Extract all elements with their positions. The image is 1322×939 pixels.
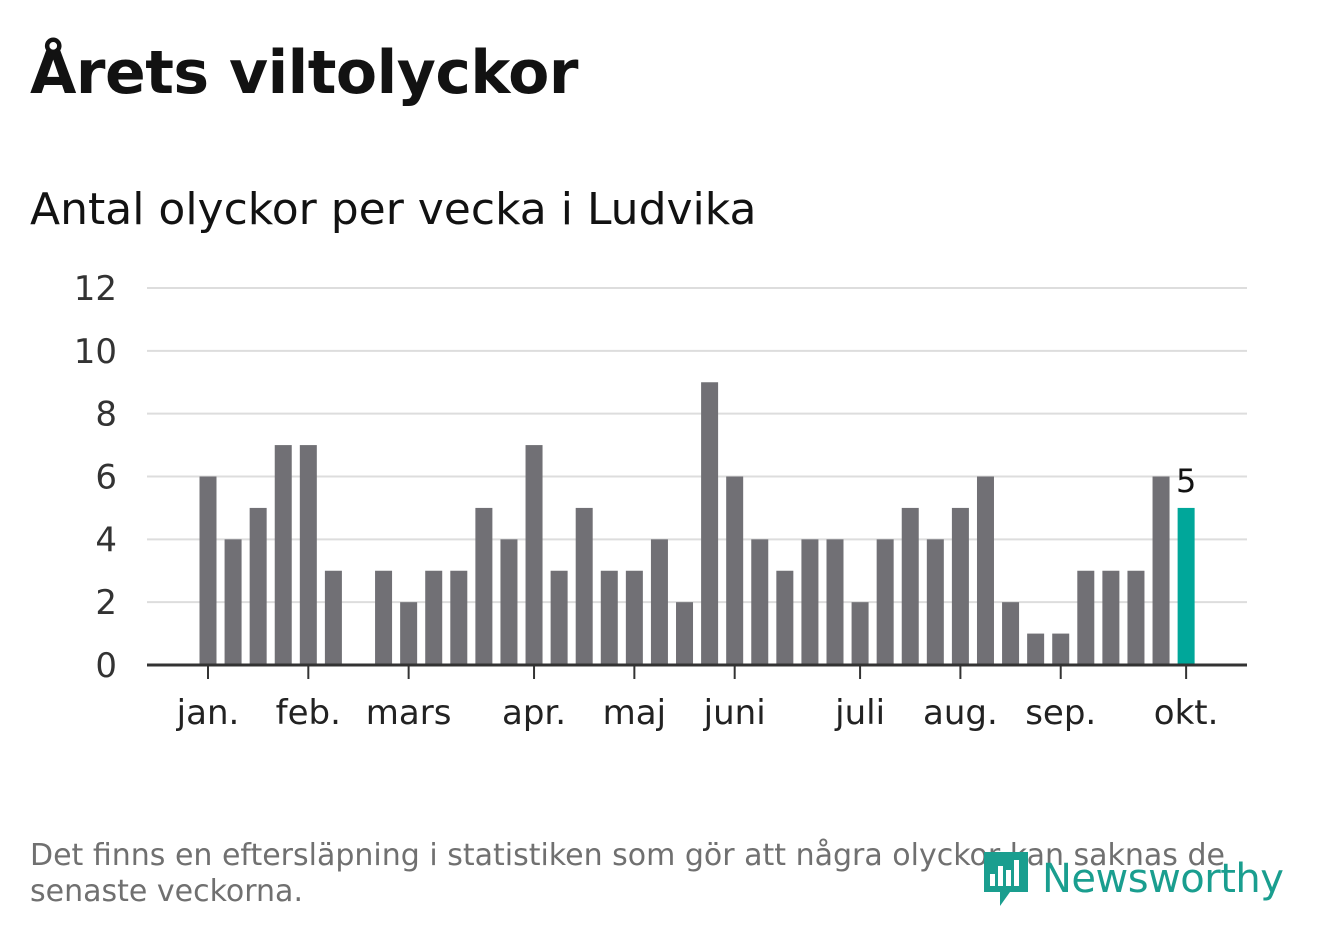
x-tick-label: jan.: [176, 693, 240, 733]
x-tick-label: sep.: [1025, 693, 1096, 733]
bar: [1052, 633, 1070, 665]
x-axis-tick-labels: jan. feb. mars apr. maj juni juli aug. sep. okt.: [176, 665, 1219, 733]
x-tick-label: apr.: [502, 693, 566, 733]
bar: [1127, 570, 1145, 665]
newsworthy-logo[interactable]: Newsworthy: [980, 848, 1284, 910]
x-tick-label: juni: [703, 693, 766, 733]
bar: [450, 570, 468, 665]
bar: [425, 570, 443, 665]
bar: [1027, 633, 1045, 665]
bar: [224, 539, 242, 665]
x-tick-label: maj: [603, 693, 666, 733]
bar: [199, 476, 217, 665]
bar: [726, 476, 744, 665]
y-tick-label: 6: [95, 458, 117, 498]
bar: [475, 507, 493, 665]
bar: [1152, 476, 1170, 665]
x-tick-label: feb.: [276, 693, 341, 733]
bar: [926, 539, 944, 665]
bar-highlight: [1177, 507, 1195, 665]
bar: [550, 570, 568, 665]
bar: [525, 445, 543, 665]
data-labels: 5: [1176, 462, 1196, 500]
bar: [676, 602, 694, 665]
bar: [650, 539, 668, 665]
bar: [625, 570, 643, 665]
bar: [1002, 602, 1020, 665]
y-tick-label: 4: [95, 520, 117, 560]
bar: [600, 570, 618, 665]
bar: [901, 507, 919, 665]
y-tick-label: 12: [74, 269, 117, 309]
y-tick-label: 0: [95, 646, 117, 686]
bar: [776, 570, 794, 665]
bar-chart: 0 2 4 6 8 10 12 jan. feb. mars apr. maj juni juli aug…: [74, 269, 1247, 733]
bar: [500, 539, 518, 665]
bar: [976, 476, 994, 665]
logo-text: Newsworthy: [1042, 856, 1284, 902]
x-tick-label: okt.: [1154, 693, 1219, 733]
bar: [1077, 570, 1095, 665]
highlight-data-label: 5: [1176, 462, 1196, 500]
bar: [274, 445, 292, 665]
bar-series: [199, 382, 1195, 665]
bar: [801, 539, 819, 665]
chart-title: Årets viltolyckor: [30, 38, 579, 108]
bar: [951, 507, 969, 665]
bar: [375, 570, 393, 665]
bar: [851, 602, 869, 665]
y-tick-label: 8: [95, 395, 117, 435]
x-tick-label: aug.: [923, 693, 998, 733]
y-tick-label: 2: [95, 583, 117, 623]
bar: [575, 507, 593, 665]
bar: [876, 539, 894, 665]
bar: [400, 602, 418, 665]
x-tick-label: mars: [366, 693, 452, 733]
y-axis-tick-labels: 0 2 4 6 8 10 12: [74, 269, 117, 686]
bar: [249, 507, 267, 665]
x-tick-label: juli: [834, 693, 885, 733]
bar: [324, 570, 342, 665]
bar: [299, 445, 317, 665]
y-tick-label: 10: [74, 332, 117, 372]
chart-subtitle: Antal olyckor per vecka i Ludvika: [30, 184, 757, 235]
bar: [751, 539, 769, 665]
bar: [701, 382, 719, 665]
bar: [826, 539, 844, 665]
bar: [1102, 570, 1120, 665]
bar-chart-badge-icon: [984, 852, 1028, 906]
